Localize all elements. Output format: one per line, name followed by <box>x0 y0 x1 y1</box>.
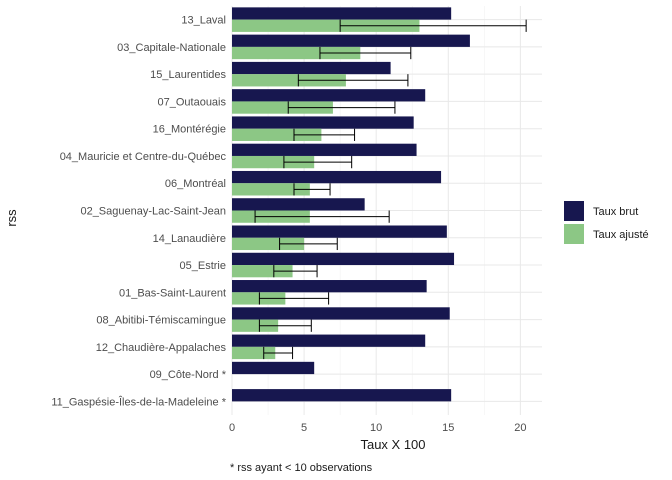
y-tick-label: 16_Montérégie <box>153 124 226 136</box>
bar-taux-ajuste <box>232 155 315 169</box>
bar-taux-ajuste <box>232 237 305 251</box>
y-tick-label: 01_Bas-Saint-Laurent <box>119 287 226 299</box>
y-tick-label: 15_Laurentides <box>150 69 226 81</box>
caption: * rss ayant < 10 observations <box>230 462 373 474</box>
bar-taux-ajuste <box>232 319 279 332</box>
x-tick-label: 10 <box>370 422 382 434</box>
y-tick-label: 13_Laval <box>181 15 226 27</box>
y-tick-label: 12_Chaudière-Appalaches <box>96 342 227 354</box>
bar-taux-ajuste <box>232 346 276 360</box>
y-tick-label: 09_Côte-Nord * <box>150 369 227 381</box>
y-tick-labels: 13_Laval 03_Capitale-Nationale 15_Laurenti… <box>51 15 226 409</box>
y-axis-title: rss <box>4 209 19 227</box>
y-tick-label: 11_Gaspésie-Îles-de-la-Madeleine * <box>51 395 226 408</box>
legend: Taux brut Taux ajusté <box>564 201 649 244</box>
legend-label-taux-brut: Taux brut <box>593 206 638 218</box>
y-tick-label: 05_Estrie <box>180 260 226 272</box>
bar-taux-brut <box>232 34 470 47</box>
legend-swatch-taux-brut <box>564 201 584 221</box>
error-bars <box>254 19 527 360</box>
y-tick-label: 02_Saguenay-Lac-Saint-Jean <box>80 206 226 218</box>
y-tick-label: 04_Mauricie et Centre-du-Québec <box>60 151 227 163</box>
x-tick-label: 0 <box>229 422 235 434</box>
bar-taux-brut <box>232 307 450 320</box>
bar-taux-ajuste <box>232 183 310 196</box>
bar-taux-ajuste <box>232 74 346 87</box>
bar-taux-ajuste <box>232 265 293 278</box>
bar-taux-brut <box>232 225 447 238</box>
legend-label-taux-ajuste: Taux ajusté <box>593 229 649 241</box>
y-tick-label: 03_Capitale-Nationale <box>117 42 226 54</box>
bar-taux-brut <box>232 389 452 402</box>
y-tick-label: 08_Abitibi-Témiscamingue <box>96 315 226 327</box>
bar-taux-brut <box>232 116 414 129</box>
bar-taux-ajuste <box>232 128 322 141</box>
x-tick-label: 15 <box>442 422 454 434</box>
y-tick-label: 14_Lanaudière <box>153 233 226 245</box>
bar-taux-brut <box>232 334 426 347</box>
bar-taux-brut <box>232 252 455 266</box>
plot-area <box>232 7 470 402</box>
bar-taux-ajuste <box>232 46 361 60</box>
bar-taux-ajuste <box>232 101 333 114</box>
bar-taux-brut <box>232 89 426 102</box>
x-tick-label: 5 <box>301 422 307 434</box>
bar-taux-brut <box>232 61 391 75</box>
bar-taux-brut <box>232 361 315 375</box>
bar-taux-brut <box>232 7 452 20</box>
bar-taux-brut <box>232 280 427 293</box>
bar-taux-brut <box>232 143 417 156</box>
y-tick-label: 06_Montréal <box>165 178 226 190</box>
bar-taux-ajuste <box>232 292 286 305</box>
legend-swatch-taux-ajuste <box>564 224 584 244</box>
bar-taux-ajuste <box>232 19 420 32</box>
bar-taux-brut <box>232 170 442 184</box>
x-tick-labels: 0 5 10 15 20 <box>229 422 527 434</box>
x-axis-title: Taux X 100 <box>360 437 425 452</box>
x-tick-label: 20 <box>514 422 526 434</box>
bar-taux-brut <box>232 198 365 211</box>
y-tick-label: 07_Outaouais <box>158 96 227 108</box>
